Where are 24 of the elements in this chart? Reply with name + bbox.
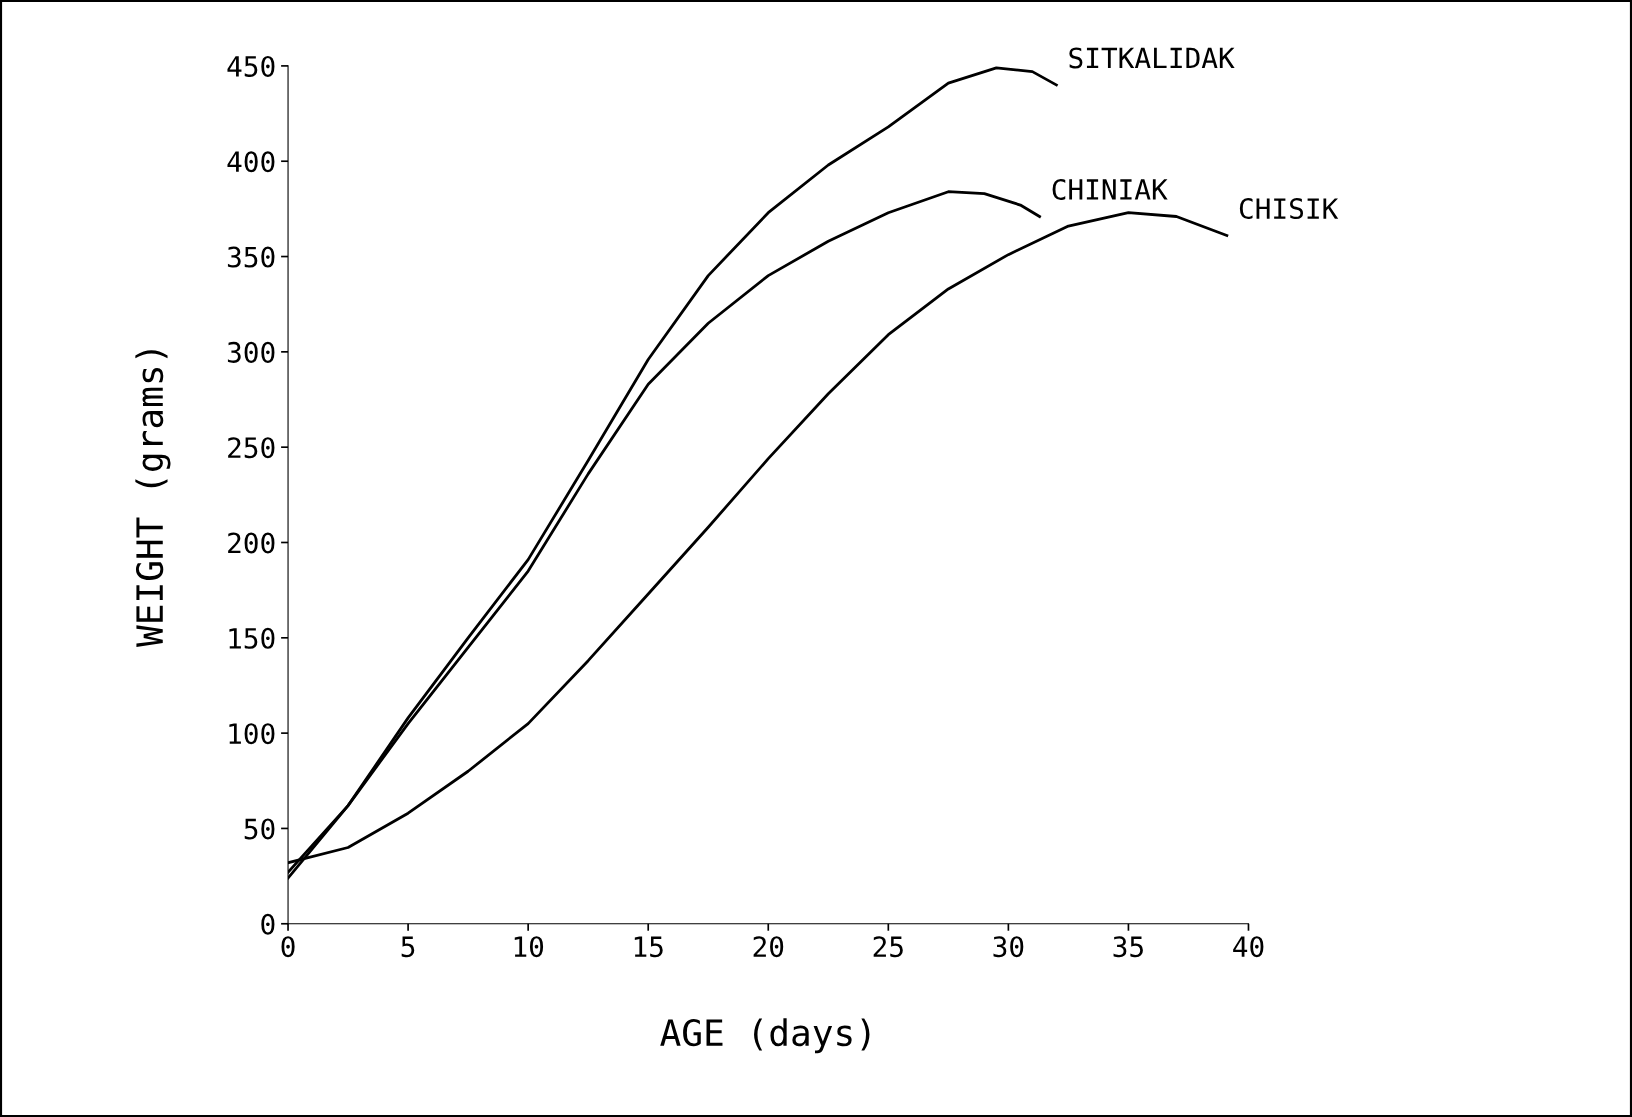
y-tick-label: 450	[227, 55, 275, 77]
series-label: CHINIAK	[1052, 179, 1168, 201]
series-label: CHISIK	[1239, 198, 1339, 220]
y-tick-label: 100	[229, 723, 275, 745]
x-tick-label: 40	[1233, 936, 1264, 958]
y-axis-title: WEIGHT (grams)	[135, 350, 171, 648]
y-tick-label: 350	[227, 246, 275, 268]
x-tick-label: 0	[281, 936, 295, 958]
x-tick-label: 20	[753, 936, 784, 958]
y-tick-label: 250	[228, 437, 275, 459]
y-tick-label: 400	[227, 151, 275, 173]
x-tick-label: 15	[634, 936, 663, 958]
x-tick-label: 30	[993, 936, 1024, 958]
series-label: SITKALIDAK	[1069, 47, 1235, 69]
x-axis-title: AGE (days)	[660, 1018, 870, 1054]
y-tick-label: 300	[227, 341, 275, 363]
x-tick-label: 35	[1113, 936, 1143, 958]
y-tick-label: 0	[261, 913, 275, 935]
y-tick-label: 50	[244, 818, 275, 840]
y-tick-label: 150	[229, 627, 275, 649]
x-tick-label: 5	[401, 936, 415, 958]
x-tick-label: 25	[873, 936, 903, 958]
y-tick-label: 200	[228, 532, 275, 554]
x-tick-label: 10	[514, 936, 544, 958]
